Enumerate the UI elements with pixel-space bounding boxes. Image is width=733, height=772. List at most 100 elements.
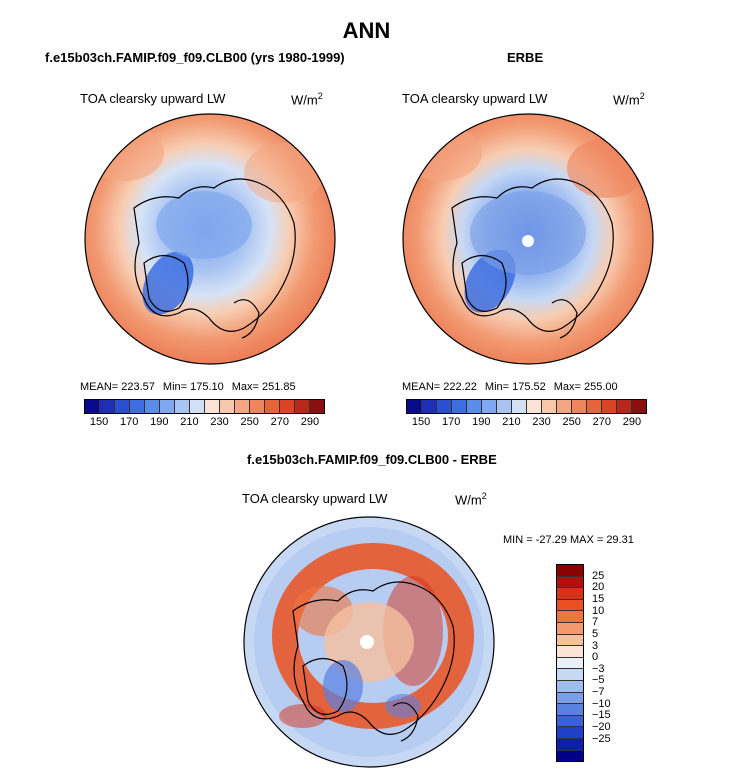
colorbar-swatch xyxy=(587,400,602,413)
colorbar-tick-label: 270 xyxy=(270,416,289,428)
panel1-units-label: W/m2 xyxy=(291,91,323,108)
colorbar-swatch xyxy=(422,400,437,413)
panel2-units-label: W/m2 xyxy=(613,91,645,108)
colorbar-swatch xyxy=(557,576,583,589)
colorbar-swatch xyxy=(407,400,422,413)
colorbar-swatch xyxy=(557,588,583,600)
colorbar-tick-label: 3 xyxy=(592,639,599,652)
colorbar-swatch xyxy=(85,400,100,413)
colorbar-swatch xyxy=(527,400,542,413)
colorbar-swatch xyxy=(602,400,617,413)
arctic-blue-region xyxy=(156,191,252,259)
colorbar-swatch xyxy=(632,400,646,413)
colorbar-swatch xyxy=(557,669,583,681)
colorbar-tick-label: 190 xyxy=(472,416,491,428)
colorbar-swatch xyxy=(250,400,265,413)
panel2-polar-map xyxy=(402,113,654,365)
figure-title: ANN xyxy=(342,18,391,43)
colorbar-swatch xyxy=(265,400,280,413)
panel2-title: ERBE xyxy=(507,50,544,65)
colorbar-tick-label: 5 xyxy=(592,627,599,640)
colorbar-swatch xyxy=(115,400,130,413)
colorbar-tick-label: −25 xyxy=(592,732,611,745)
colorbar-swatch xyxy=(205,400,220,413)
panel3-colorbar-ticks: 25 20 15 10 7 5 3 0 −3 −5 −7 −10 −15 −20 −25 xyxy=(592,564,632,762)
colorbar-swatch xyxy=(557,750,583,762)
greenland-low-region xyxy=(142,251,194,315)
colorbar-tick-label: 250 xyxy=(240,416,259,428)
colorbar-swatch xyxy=(557,646,583,658)
panel2-colorbar: 150 170 190 210 230 250 270 290 xyxy=(406,399,647,430)
colorbar-tick-label: −10 xyxy=(592,697,611,710)
colorbar-tick-label: 230 xyxy=(210,416,229,428)
colorbar-swatch xyxy=(557,622,583,635)
colorbar-swatch xyxy=(130,400,145,413)
panel3-minmax: MIN = -27.29 MAX = 29.31 xyxy=(503,534,634,546)
pole-hole xyxy=(522,235,534,247)
colorbar-tick-label: 7 xyxy=(592,616,599,629)
colorbar-swatch xyxy=(557,692,583,705)
panel3-units-label: W/m2 xyxy=(455,491,487,508)
panel3-colorbar xyxy=(556,564,584,762)
colorbar-swatch xyxy=(557,599,583,612)
colorbar-tick-label: 190 xyxy=(150,416,169,428)
colorbar-swatch xyxy=(557,680,583,693)
colorbar-swatch xyxy=(557,565,583,577)
colorbar-swatch xyxy=(557,704,583,716)
colorbar-tick-label: −15 xyxy=(592,709,611,722)
colorbar-tick-label: −5 xyxy=(592,674,605,687)
panel1-stats: MEAN= 223.57 Min= 175.10 Max= 251.85 xyxy=(80,381,296,393)
colorbar-tick-label: 270 xyxy=(592,416,611,428)
colorbar-swatch xyxy=(235,400,250,413)
colorbar-swatch xyxy=(557,400,572,413)
colorbar-tick-label: −7 xyxy=(592,686,605,699)
panel3-variable-label: TOA clearsky upward LW xyxy=(242,491,388,506)
colorbar-swatch xyxy=(617,400,632,413)
panel1-variable-label: TOA clearsky upward LW xyxy=(80,91,226,106)
coastlines xyxy=(133,178,296,332)
colorbar-swatch xyxy=(557,738,583,751)
colorbar-swatch xyxy=(437,400,452,413)
panel2-variable-label: TOA clearsky upward LW xyxy=(402,91,548,106)
colorbar-swatch xyxy=(557,634,583,647)
colorbar-swatch xyxy=(482,400,497,413)
colorbar-swatch xyxy=(557,727,583,739)
colorbar-swatch xyxy=(497,400,512,413)
colorbar-swatch xyxy=(295,400,310,413)
colorbar-swatch xyxy=(160,400,175,413)
colorbar-swatch xyxy=(100,400,115,413)
colorbar-tick-label: 25 xyxy=(592,569,605,582)
colorbar-tick-label: 170 xyxy=(442,416,461,428)
panel3-polar-map xyxy=(243,516,495,768)
colorbar-swatch xyxy=(557,611,583,623)
colorbar-swatch xyxy=(557,657,583,670)
colorbar-tick-label: 290 xyxy=(300,416,320,428)
colorbar-tick-label: 210 xyxy=(180,416,199,428)
colorbar-swatch xyxy=(452,400,467,413)
colorbar-swatch xyxy=(557,715,583,728)
colorbar-tick-label: 15 xyxy=(592,592,605,605)
colorbar-tick-label: 170 xyxy=(120,416,139,428)
colorbar-tick-label: 10 xyxy=(592,604,605,617)
colorbar-swatch xyxy=(467,400,482,413)
colorbar-swatch xyxy=(175,400,190,413)
colorbar-tick-label: 20 xyxy=(592,581,605,594)
colorbar-tick-label: 210 xyxy=(502,416,521,428)
colorbar-tick-label: 290 xyxy=(622,416,642,428)
colorbar-tick-label: 0 xyxy=(592,651,599,664)
colorbar-swatch xyxy=(220,400,235,413)
panel1-polar-map xyxy=(84,113,336,365)
positive-ring xyxy=(272,543,474,729)
panel1-colorbar: 150 170 190 210 230 250 270 290 xyxy=(84,399,325,430)
colorbar-swatch xyxy=(572,400,587,413)
panel3-title: f.e15b03ch.FAMIP.f09_f09.CLB00 - ERBE xyxy=(247,452,497,467)
colorbar-swatch xyxy=(190,400,205,413)
colorbar-tick-label: 230 xyxy=(532,416,551,428)
colorbar-swatch xyxy=(310,400,324,413)
panel1-title: f.e15b03ch.FAMIP.f09_f09.CLB00 (yrs 1980… xyxy=(45,50,345,65)
colorbar-tick-label: −20 xyxy=(592,721,611,734)
colorbar-tick-label: 150 xyxy=(411,416,431,428)
colorbar-swatch xyxy=(542,400,557,413)
colorbar-tick-label: 250 xyxy=(562,416,581,428)
colorbar-swatch xyxy=(280,400,295,413)
